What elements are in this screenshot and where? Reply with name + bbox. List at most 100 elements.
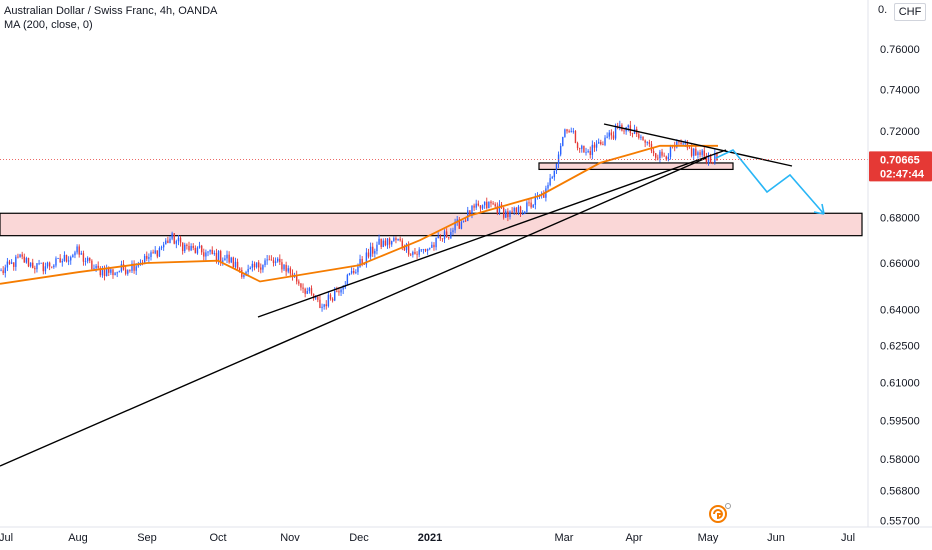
candle-body <box>105 268 108 277</box>
candle-body <box>661 151 663 156</box>
candle-body <box>59 258 61 263</box>
candle-body <box>570 131 572 132</box>
candle-body <box>300 283 302 288</box>
candle-body <box>502 207 505 218</box>
candle-body <box>325 304 327 307</box>
candle-body <box>452 230 454 233</box>
candle-body <box>21 254 23 257</box>
candle-body <box>612 135 615 139</box>
candle-body <box>593 144 596 148</box>
projection-arrowhead <box>813 203 825 215</box>
candle-body <box>574 130 577 143</box>
candle-body <box>203 252 205 257</box>
trendline-short[interactable] <box>257 149 727 318</box>
y-tick-label: 0.61000 <box>880 378 920 390</box>
candle-body <box>393 238 395 242</box>
candle-body <box>146 255 148 259</box>
candle-body <box>171 233 173 239</box>
price-tag-countdown: 02:47:44 <box>880 168 925 180</box>
currency-label[interactable]: CHF <box>894 3 926 21</box>
trendline-descending[interactable] <box>603 123 793 167</box>
candle-body <box>336 290 338 292</box>
candle-body <box>67 260 70 262</box>
candle-body <box>555 163 558 171</box>
candle-body <box>150 252 152 258</box>
candle-body <box>705 156 708 163</box>
candle-body <box>604 137 606 145</box>
candle-body <box>135 266 137 271</box>
candle-body <box>460 222 463 229</box>
candle-body <box>264 260 266 266</box>
candle-body <box>559 145 562 155</box>
candle-body <box>475 203 477 208</box>
candle-body <box>112 269 114 276</box>
candle-body <box>224 258 226 261</box>
candle-body <box>338 291 340 293</box>
candle-body <box>13 262 15 267</box>
candle-body <box>175 241 178 244</box>
candle-body <box>422 249 425 250</box>
candle-body <box>494 204 496 207</box>
candle-body <box>638 134 640 138</box>
y-tick-label: 0.62500 <box>880 341 920 353</box>
candle-body <box>93 268 95 270</box>
candle-body <box>317 297 319 300</box>
candle-body <box>481 205 484 209</box>
y-tick-label: 0.56800 <box>880 486 920 498</box>
candle-body <box>401 240 403 248</box>
candle-body <box>289 268 292 274</box>
candle-body <box>597 142 600 144</box>
candle-body <box>420 249 422 251</box>
support-zone-1[interactable] <box>0 212 863 237</box>
candle-body <box>551 177 553 179</box>
candle-body <box>591 144 594 155</box>
candle-body <box>407 244 410 255</box>
projection-path[interactable] <box>715 149 825 215</box>
candle-body <box>623 130 625 132</box>
candle-body <box>25 258 28 263</box>
x-tick-label: Jun <box>767 532 785 544</box>
candle-body <box>443 231 446 240</box>
candle-body <box>709 155 712 163</box>
x-tick-label: Mar <box>555 532 574 544</box>
candle-body <box>129 270 131 272</box>
candle-body <box>302 287 304 289</box>
candle-body <box>272 260 275 263</box>
candle-body <box>40 262 42 264</box>
candle-body <box>648 142 651 144</box>
candle-body <box>61 260 63 263</box>
trendline-long[interactable] <box>0 157 707 467</box>
ma-line[interactable] <box>0 144 718 285</box>
candle-body <box>165 240 167 245</box>
candle-body <box>348 273 351 275</box>
candle-body <box>657 157 659 159</box>
candle-body <box>304 288 306 294</box>
candle-body <box>29 262 32 267</box>
candle-body <box>602 144 604 145</box>
price-tag[interactable] <box>869 151 932 182</box>
candle-body <box>492 203 494 205</box>
candle-body <box>642 136 644 141</box>
candle-body <box>116 272 118 274</box>
candle-body <box>568 131 570 133</box>
support-zone-2[interactable] <box>538 162 734 171</box>
candle-body <box>631 133 634 134</box>
candle-body <box>616 125 619 127</box>
candle-body <box>517 206 520 213</box>
candle-body <box>429 247 431 249</box>
candle-body <box>441 238 444 240</box>
candle-body <box>498 204 501 214</box>
candle-body <box>405 244 408 251</box>
legend-title: Australian Dollar / Swiss Franc, 4h, OAN… <box>4 5 218 17</box>
candle-body <box>91 260 93 269</box>
candle-body <box>255 262 258 268</box>
candle-body <box>118 271 121 273</box>
candle-body <box>315 297 317 299</box>
candle-body <box>236 261 239 269</box>
candle-body <box>200 245 203 253</box>
candle-body <box>177 237 180 242</box>
candle-body <box>355 272 357 274</box>
legend-ma: MA (200, close, 0) <box>4 19 93 31</box>
